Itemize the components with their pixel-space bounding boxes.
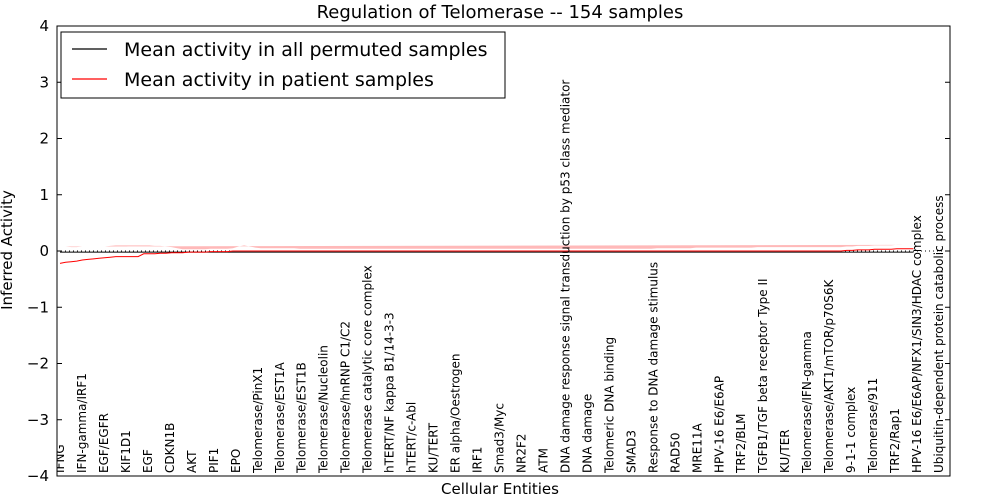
x-tick-label: MRE11A <box>690 422 704 473</box>
y-tick-label: −4 <box>27 467 49 485</box>
x-tick-label: PIF1 <box>207 448 221 473</box>
legend: Mean activity in all permuted samples Me… <box>60 31 506 99</box>
y-tick-label: 1 <box>39 186 49 204</box>
x-tick-label: IFNG <box>53 444 67 473</box>
x-tick-label: Telomerase/AKT1/mTOR/p70S6K <box>822 278 836 474</box>
x-tick-label: NR2F2 <box>515 434 529 474</box>
x-tick-label: EPO <box>229 449 243 473</box>
y-axis-label: Inferred Activity <box>0 190 16 310</box>
x-tick-label: Telomerase/911 <box>866 378 880 474</box>
x-tick-label: SMAD3 <box>624 430 638 473</box>
x-tick-label: Telomerase/PinX1 <box>251 367 265 474</box>
x-tick-label: Telomerase/Nucleolin <box>317 345 331 474</box>
x-tick-label: EGF/EGFR <box>97 413 111 473</box>
x-tick-label: Telomerase/hnRNP C1/C2 <box>339 321 353 474</box>
x-tick-label: RAD50 <box>668 432 682 473</box>
x-tick-label: Telomerase/IFN-gamma <box>800 331 814 474</box>
x-tick-label: IRF1 <box>471 447 485 473</box>
legend-label-patient: Mean activity in patient samples <box>124 69 434 91</box>
x-tick-label: KU/TERT <box>427 422 441 473</box>
y-tick-label: −3 <box>27 411 49 429</box>
x-tick-label: HPV-16 E6/E6AP/NFX1/SIN3/HDAC complex <box>910 215 924 473</box>
x-tick-label: Telomerase catalytic core complex <box>361 265 375 474</box>
legend-box <box>60 31 506 99</box>
x-tick-label: Telomerase/EST1B <box>295 362 309 474</box>
legend-label-permuted: Mean activity in all permuted samples <box>124 39 487 61</box>
x-tick-label: Response to DNA damage stimulus <box>646 262 660 473</box>
x-tick-label: KIF1D1 <box>119 430 133 473</box>
x-tick-label: DNA damage <box>580 394 594 473</box>
x-tick-label: ER alpha/Oestrogen <box>449 354 463 473</box>
x-tick-label: DNA damage response signal transduction … <box>558 80 572 473</box>
x-tick-label: HPV-16 E6/E6AP <box>712 376 726 473</box>
chart-title: Regulation of Telomerase -- 154 samples <box>317 2 684 23</box>
y-tick-label: 0 <box>39 242 49 260</box>
x-tick-label: ATM <box>537 448 551 473</box>
x-tick-label: TRF2/Rap1 <box>888 408 902 474</box>
x-axis-label: Cellular Entities <box>441 480 559 498</box>
x-tick-label: IFN-gamma/IRF1 <box>75 373 89 473</box>
y-tick-label: −1 <box>27 298 49 316</box>
x-tick-label: 9-1-1 complex <box>844 387 858 473</box>
y-tick-label: 2 <box>39 130 49 148</box>
x-tick-label: hTERT/c-Abl <box>405 402 419 473</box>
y-tick-label: 4 <box>39 17 49 35</box>
x-tick-label: Telomerase/EST1A <box>273 361 287 474</box>
y-tick-label: −2 <box>27 355 49 373</box>
x-tick-label: Smad3/Myc <box>493 403 507 473</box>
y-tick-label: 3 <box>39 73 49 91</box>
x-tick-label: KU/TER <box>778 429 792 473</box>
series-line-patient <box>59 248 914 264</box>
patient-band <box>60 244 903 250</box>
x-tick-label: EGF <box>141 449 155 473</box>
x-tick-label: AKT <box>185 450 199 473</box>
x-tick-label: TGFB1/TGF beta receptor Type II <box>756 278 770 474</box>
x-tick-label: Telomeric DNA binding <box>602 337 616 474</box>
x-tick-label: hTERT/NF kappa B1/14-3-3 <box>383 312 397 473</box>
x-tick-label: Ubiquitin-dependent protein catabolic pr… <box>932 195 946 473</box>
x-tick-label: CDKN1B <box>163 423 177 473</box>
x-tick-label: TRF2/BLM <box>734 413 748 474</box>
